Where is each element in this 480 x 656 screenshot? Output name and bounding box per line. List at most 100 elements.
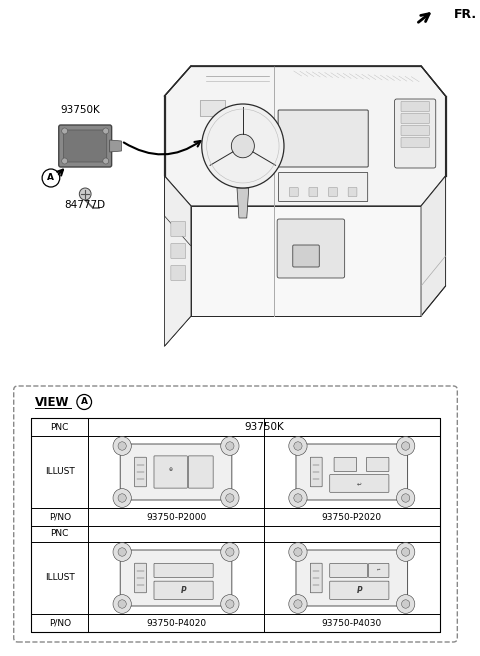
FancyBboxPatch shape xyxy=(401,102,430,112)
FancyBboxPatch shape xyxy=(120,444,232,500)
Circle shape xyxy=(402,441,410,450)
Circle shape xyxy=(402,600,410,608)
FancyBboxPatch shape xyxy=(154,581,213,600)
FancyBboxPatch shape xyxy=(189,456,213,488)
Circle shape xyxy=(289,437,307,455)
FancyBboxPatch shape xyxy=(369,564,389,577)
Circle shape xyxy=(113,437,132,455)
FancyBboxPatch shape xyxy=(309,188,318,197)
FancyBboxPatch shape xyxy=(311,457,322,487)
FancyBboxPatch shape xyxy=(134,457,146,487)
Text: ⊕: ⊕ xyxy=(168,467,173,472)
Text: A: A xyxy=(48,173,54,182)
FancyBboxPatch shape xyxy=(154,564,213,577)
Text: P: P xyxy=(181,586,186,595)
FancyBboxPatch shape xyxy=(120,550,232,606)
Circle shape xyxy=(294,548,302,556)
Polygon shape xyxy=(165,66,445,206)
FancyBboxPatch shape xyxy=(293,245,319,267)
FancyBboxPatch shape xyxy=(296,444,408,500)
FancyBboxPatch shape xyxy=(348,188,357,197)
Circle shape xyxy=(62,158,68,164)
Text: 93750K: 93750K xyxy=(60,105,100,115)
Circle shape xyxy=(118,600,126,608)
Circle shape xyxy=(396,594,415,613)
Text: ILLUST: ILLUST xyxy=(45,468,74,476)
Circle shape xyxy=(113,543,132,562)
Polygon shape xyxy=(421,176,445,316)
Text: FR.: FR. xyxy=(454,8,477,21)
Circle shape xyxy=(294,494,302,502)
FancyBboxPatch shape xyxy=(277,219,345,278)
Circle shape xyxy=(226,600,234,608)
FancyBboxPatch shape xyxy=(134,564,146,593)
Text: P/NO: P/NO xyxy=(48,619,71,628)
FancyBboxPatch shape xyxy=(171,243,186,258)
Circle shape xyxy=(103,158,108,164)
FancyBboxPatch shape xyxy=(64,130,107,162)
Text: 93750K: 93750K xyxy=(244,422,284,432)
FancyBboxPatch shape xyxy=(278,173,368,201)
Text: VIEW: VIEW xyxy=(35,396,70,409)
Text: ↩: ↩ xyxy=(377,569,381,573)
Circle shape xyxy=(113,594,132,613)
Circle shape xyxy=(103,128,108,134)
FancyBboxPatch shape xyxy=(330,564,367,577)
FancyBboxPatch shape xyxy=(171,222,186,237)
Polygon shape xyxy=(237,188,249,218)
Circle shape xyxy=(289,543,307,562)
Text: P/NO: P/NO xyxy=(48,512,71,522)
Polygon shape xyxy=(165,216,191,346)
FancyBboxPatch shape xyxy=(296,550,408,606)
FancyBboxPatch shape xyxy=(401,125,430,136)
Polygon shape xyxy=(109,140,121,152)
Circle shape xyxy=(226,441,234,450)
FancyBboxPatch shape xyxy=(14,386,457,642)
Circle shape xyxy=(113,489,132,507)
FancyBboxPatch shape xyxy=(401,138,430,148)
Text: A: A xyxy=(81,398,88,407)
FancyBboxPatch shape xyxy=(328,188,337,197)
Text: PNC: PNC xyxy=(50,529,69,539)
FancyBboxPatch shape xyxy=(59,125,112,167)
Circle shape xyxy=(289,489,307,507)
Circle shape xyxy=(118,548,126,556)
Text: 93750-P4030: 93750-P4030 xyxy=(322,619,382,628)
FancyBboxPatch shape xyxy=(330,581,389,600)
Circle shape xyxy=(118,441,126,450)
Text: 93750-P2000: 93750-P2000 xyxy=(146,512,206,522)
Circle shape xyxy=(226,548,234,556)
Circle shape xyxy=(396,543,415,562)
Polygon shape xyxy=(165,176,191,346)
Circle shape xyxy=(396,437,415,455)
Circle shape xyxy=(221,437,239,455)
Bar xyxy=(31,418,440,632)
Circle shape xyxy=(294,441,302,450)
Text: 93750-P2020: 93750-P2020 xyxy=(322,512,382,522)
FancyBboxPatch shape xyxy=(311,564,322,593)
Circle shape xyxy=(221,489,239,507)
Circle shape xyxy=(118,494,126,502)
FancyBboxPatch shape xyxy=(154,456,187,488)
FancyBboxPatch shape xyxy=(278,110,368,167)
Circle shape xyxy=(294,600,302,608)
FancyBboxPatch shape xyxy=(171,266,186,281)
FancyBboxPatch shape xyxy=(366,457,389,472)
FancyBboxPatch shape xyxy=(330,475,389,492)
Text: P: P xyxy=(357,586,362,595)
Circle shape xyxy=(62,128,68,134)
Circle shape xyxy=(221,594,239,613)
Circle shape xyxy=(396,489,415,507)
Circle shape xyxy=(221,543,239,562)
Circle shape xyxy=(79,188,91,200)
Circle shape xyxy=(402,548,410,556)
FancyBboxPatch shape xyxy=(334,457,357,472)
FancyBboxPatch shape xyxy=(289,188,298,197)
FancyBboxPatch shape xyxy=(395,99,436,168)
Circle shape xyxy=(202,104,284,188)
Text: ILLUST: ILLUST xyxy=(45,573,74,583)
Text: ↩: ↩ xyxy=(357,481,361,486)
FancyBboxPatch shape xyxy=(401,113,430,123)
FancyBboxPatch shape xyxy=(200,100,226,117)
Circle shape xyxy=(402,494,410,502)
